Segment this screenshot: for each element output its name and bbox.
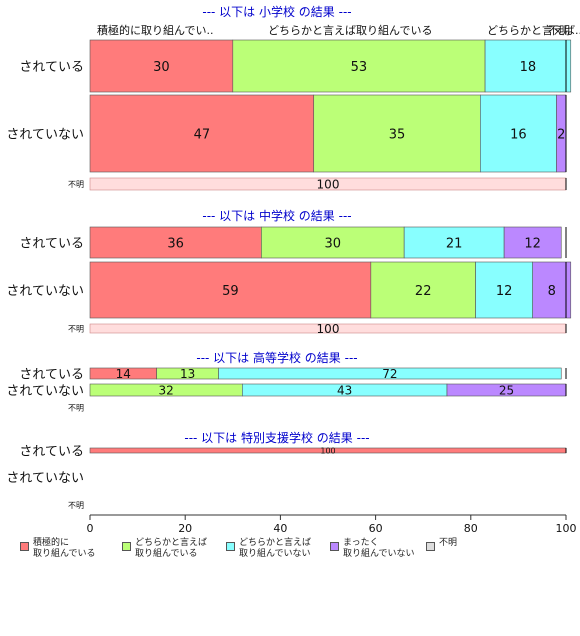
row-label-1-2: 不明 <box>68 325 84 334</box>
bar-1-0-3 <box>503 226 562 259</box>
bar-1-1-1 <box>370 261 476 319</box>
row-label-3-2: 不明 <box>68 501 84 510</box>
bar-label-1-0-0: 36 <box>167 236 184 251</box>
header-label-0: 積極的に取り組んでい.. <box>97 23 213 37</box>
bar-0-1-2 <box>480 94 557 173</box>
header-label-2: どちらかと言えば... <box>487 24 580 37</box>
x-tick-label-2: 40 <box>273 522 287 535</box>
bar-0-0-0 <box>89 39 234 93</box>
row-label-1-0: されている <box>19 237 84 252</box>
bar-label-2-0-0: 14 <box>116 367 131 381</box>
legend-label-4: 不明 <box>439 538 458 548</box>
header-label-1: どちらかと言えば取り組んでいる <box>268 24 432 37</box>
legend-label-1: どちらかと言えば 取り組んでいる <box>135 538 208 559</box>
bar-label-2-0-1: 13 <box>180 367 195 381</box>
group-title-1: --- 以下は 中学校 の結果 --- <box>202 208 351 223</box>
bar-label-0-0-2: 18 <box>520 60 537 75</box>
row-label-0-1: されていない <box>6 128 84 143</box>
x-tick-label-1: 20 <box>178 522 192 535</box>
legend-label-0: 積極的に 取り組んでいる <box>33 538 96 559</box>
x-tick-label-3: 60 <box>369 522 383 535</box>
bar-label-0-1-2: 16 <box>510 127 527 142</box>
bar-1-0-0 <box>89 226 262 259</box>
bar-label-0-1-3: 2 <box>557 127 565 142</box>
bar-label-0-0-0: 30 <box>153 60 170 75</box>
row-label-0-2: 不明 <box>68 180 84 189</box>
row-label-2-2: 不明 <box>68 404 84 413</box>
legend-swatch-2 <box>226 542 235 551</box>
bar-label-1-1-1: 22 <box>415 284 432 299</box>
legend-item-1: どちらかと言えば 取り組んでいる <box>122 538 220 560</box>
legend-label-2: どちらかと言えば 取り組んでいない <box>239 538 312 559</box>
bar-0-0-1 <box>232 39 486 93</box>
row-label-2-0: されている <box>19 368 84 383</box>
bar-label-1-2-4: 100 <box>317 322 340 336</box>
bar-label-0-0-1: 53 <box>351 60 368 75</box>
row-label-3-1: されていない <box>6 471 84 486</box>
bar-label-1-1-0: 59 <box>222 284 239 299</box>
bar-label-3-0-0: 100 <box>320 447 335 456</box>
bar-label-1-0-1: 30 <box>324 236 341 251</box>
bar-label-2-1-2: 43 <box>337 384 352 398</box>
legend-label-3: まったく 取り組んでいない <box>343 538 415 559</box>
legend-item-2: どちらかと言えば 取り組んでいない <box>226 538 324 560</box>
legend: 積極的に 取り組んでいる どちらかと言えば 取り組んでいる どちらかと言えば 取… <box>20 538 528 560</box>
bar-label-2-1-3: 25 <box>499 384 514 398</box>
legend-item-3: まったく 取り組んでいない <box>330 538 420 560</box>
group-title-0: --- 以下は 小学校 の結果 --- <box>202 4 351 19</box>
x-tick-label-5: 100 <box>556 522 577 535</box>
bar-label-1-0-3: 12 <box>524 236 541 251</box>
bar-1-0-1 <box>261 226 405 259</box>
group-title-3: --- 以下は 特別支援学校 の結果 --- <box>184 430 369 445</box>
bar-label-0-1-0: 47 <box>194 127 211 142</box>
legend-swatch-0 <box>20 542 29 551</box>
bar-0-0-2 <box>484 39 572 93</box>
row-label-3-0: されている <box>19 445 84 460</box>
group-title-2: --- 以下は 高等学校 の結果 --- <box>196 350 357 365</box>
bar-label-2-1-1: 32 <box>159 384 174 398</box>
bar-label-0-2-4: 100 <box>317 178 340 192</box>
bar-0-1-0 <box>89 94 315 173</box>
legend-item-0: 積極的に 取り組んでいる <box>20 538 116 560</box>
header-label-3: 不明 <box>548 24 570 37</box>
bar-label-2-0-2: 72 <box>382 367 397 381</box>
bar-label-0-1-1: 35 <box>389 127 406 142</box>
bar-0-1-1 <box>313 94 481 173</box>
bar-label-1-1-3: 8 <box>548 284 556 299</box>
row-label-2-1: されていない <box>6 384 84 399</box>
legend-swatch-4 <box>426 542 435 551</box>
legend-swatch-1 <box>122 542 131 551</box>
bar-1-1-0 <box>89 261 372 319</box>
row-label-1-1: されていない <box>6 284 84 299</box>
x-tick-label-4: 80 <box>464 522 478 535</box>
bar-2-0-2 <box>218 367 562 380</box>
bar-label-1-0-2: 21 <box>446 236 463 251</box>
row-label-0-0: されている <box>19 60 84 75</box>
bar-label-1-1-2: 12 <box>496 284 513 299</box>
bar-1-1-3 <box>532 261 572 319</box>
legend-item-4: 不明 <box>426 538 522 560</box>
legend-swatch-3 <box>330 542 339 551</box>
x-tick-label-0: 0 <box>87 522 94 535</box>
bar-1-0-2 <box>403 226 505 259</box>
